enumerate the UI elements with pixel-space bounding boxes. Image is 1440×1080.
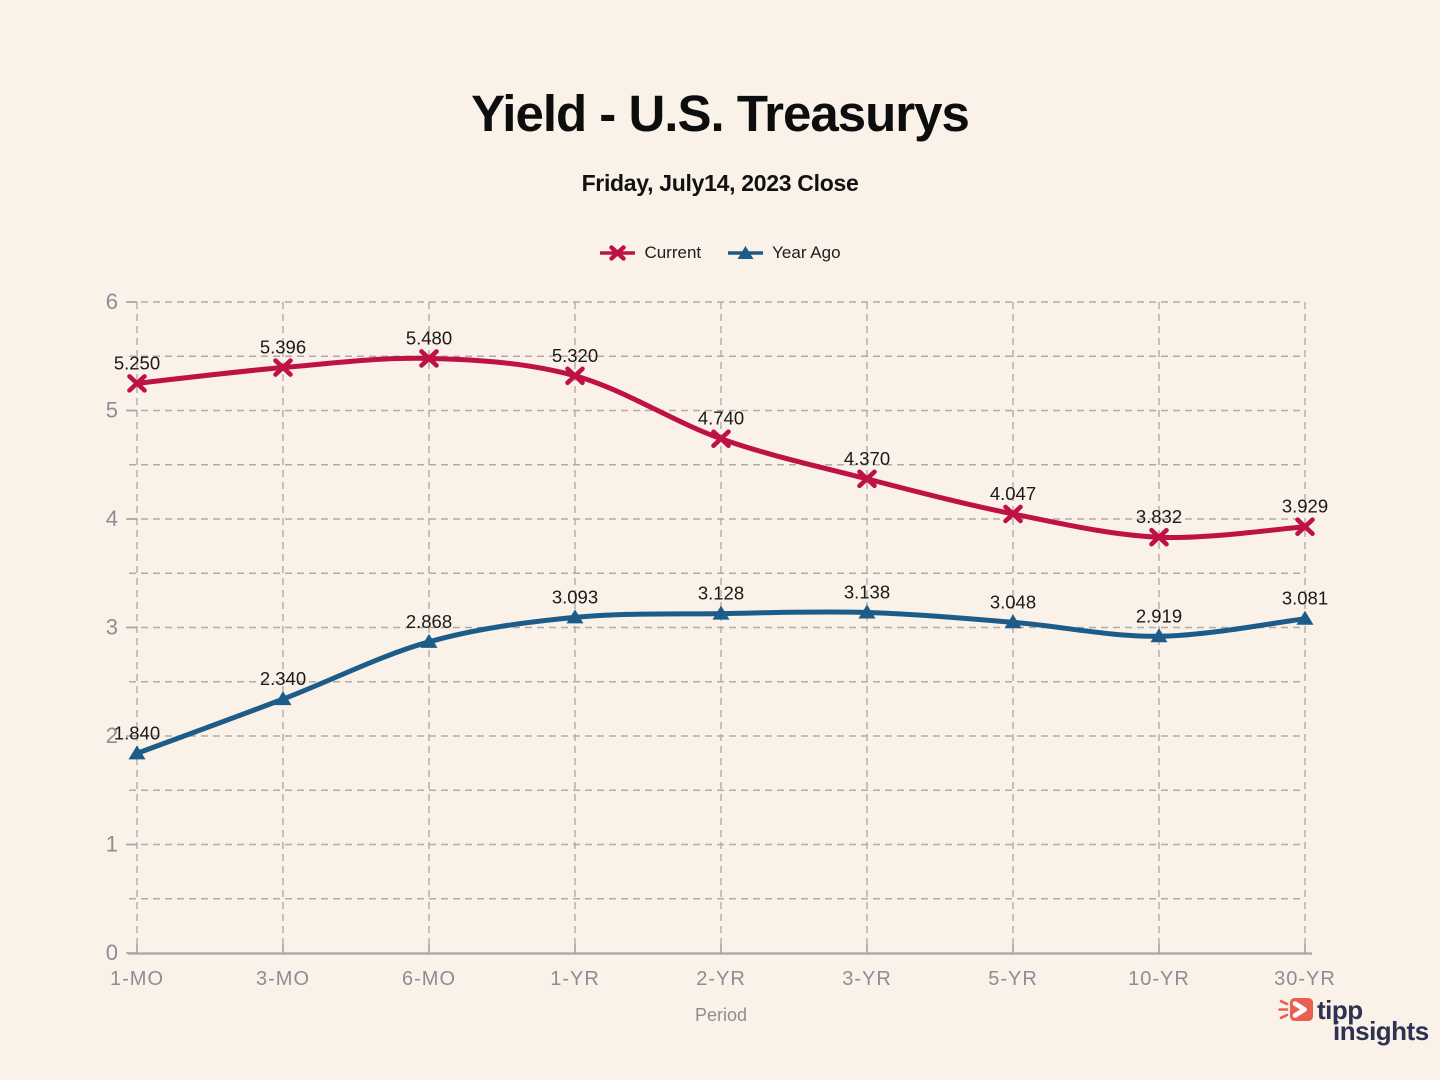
gridlines (129, 301, 1306, 953)
data-point-value-label: 2.340 (260, 668, 306, 689)
data-point-value-label: 2.919 (1136, 605, 1182, 626)
data-point-triangle-marker (858, 604, 876, 619)
logo-word-insights: insights (1333, 1016, 1429, 1047)
x-axis-tick-label: 3-YR (842, 968, 892, 990)
y-axis-tick-label: 2 (106, 723, 118, 748)
x-axis-tick-label: 1-YR (550, 968, 600, 990)
data-point-value-label: 4.047 (990, 483, 1036, 504)
y-axis-tick-label: 5 (106, 398, 118, 423)
legend-item-year-ago[interactable]: Year Ago (727, 243, 841, 263)
logo-word-tipp: tipp (1317, 995, 1363, 1025)
x-axis-title: Period (695, 1005, 747, 1025)
data-point-value-label: 3.128 (698, 583, 744, 604)
data-point-value-label: 5.250 (114, 352, 160, 373)
axes: 0 1 2 3 4 5 6 1-MO 3-MO 6-MO 1-YR 2-YR 3-YR 5-YR 10-YR… (106, 289, 1336, 1025)
data-point-x-marker (711, 429, 731, 449)
data-point-triangle-marker (420, 633, 438, 648)
series-line (134, 609, 1308, 756)
series-year-ago: 1.840 2.340 2.868 3.093 3.128 3.138 3.048 2.919… (114, 582, 1328, 760)
data-point-value-label: 5.320 (552, 345, 598, 366)
data-point-triangle-marker (274, 691, 292, 706)
data-point-triangle-marker (712, 605, 730, 620)
data-point-triangle-marker (1150, 628, 1168, 643)
legend-label-current: Current (644, 243, 702, 262)
data-point-triangle-marker (566, 609, 584, 624)
data-point-triangle-marker (128, 745, 146, 760)
data-point-triangle-marker (1004, 614, 1022, 629)
data-point-value-label: 3.048 (990, 591, 1036, 612)
current-series-x-marker-icon (600, 245, 636, 261)
x-axis-tick-label: 10-YR (1128, 968, 1190, 990)
x-axis-tick-label: 30-YR (1274, 968, 1336, 990)
data-point-value-label: 5.480 (406, 327, 452, 348)
data-point-value-label: 4.740 (698, 408, 744, 429)
data-point-x-marker (273, 358, 293, 377)
tipp-insights-logo: tipp insights (1278, 995, 1429, 1047)
tipp-insights-logo-icon (1278, 998, 1313, 1021)
legend-label-year-ago: Year Ago (772, 243, 841, 262)
legend: Current Year Ago (0, 243, 1440, 263)
data-point-value-label: 3.081 (1282, 588, 1328, 609)
y-axis-tick-label: 3 (106, 615, 118, 640)
logo-text: tipp insights (1317, 995, 1429, 1047)
chart-subtitle: Friday, July14, 2023 Close (581, 170, 859, 196)
data-point-triangle-marker (1296, 610, 1314, 625)
data-point-value-label: 2.868 (406, 611, 452, 632)
y-axis-tick-label: 4 (106, 506, 118, 531)
data-point-value-label: 3.093 (552, 586, 598, 607)
legend-item-current[interactable]: Current (599, 243, 701, 263)
y-axis-tick-label: 6 (106, 289, 118, 314)
x-axis-tick-label: 1-MO (110, 968, 164, 990)
x-axis-tick-label: 6-MO (402, 968, 456, 990)
data-point-value-label: 3.138 (844, 582, 890, 603)
series-current: 5.250 5.396 5.480 5.320 4.740 4.370 4.047 3.832… (114, 327, 1328, 547)
x-axis-tick-label: 5-YR (988, 968, 1038, 990)
y-axis-tick-label: 1 (106, 832, 118, 857)
data-point-x-marker (565, 366, 585, 386)
data-point-x-marker (1149, 527, 1169, 547)
chart-title: Yield - U.S. Treasurys (471, 85, 970, 142)
year-ago-series-triangle-marker-icon (728, 246, 764, 259)
data-point-value-label: 3.929 (1282, 496, 1328, 517)
x-axis-tick-label: 3-MO (256, 968, 310, 990)
data-point-x-marker (857, 469, 877, 489)
y-axis-tick-label: 0 (106, 940, 118, 965)
data-point-value-label: 1.840 (114, 722, 160, 743)
data-point-value-label: 5.396 (260, 337, 306, 358)
data-point-x-marker (419, 349, 439, 368)
data-point-x-marker (127, 374, 147, 393)
data-point-x-marker (1003, 504, 1023, 524)
data-point-x-marker (1295, 517, 1315, 537)
data-point-value-label: 3.832 (1136, 506, 1182, 527)
x-axis-tick-label: 2-YR (696, 968, 746, 990)
data-point-value-label: 4.370 (844, 448, 890, 469)
